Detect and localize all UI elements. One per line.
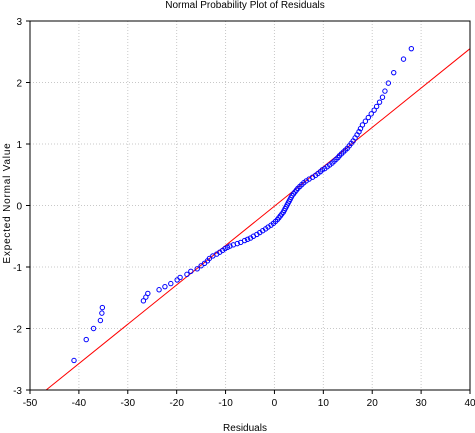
data-point: [184, 271, 190, 278]
data-point: [234, 240, 240, 247]
reference-line: [45, 48, 471, 391]
x-tick-label: 20: [367, 398, 379, 409]
x-tick-label: -10: [218, 398, 233, 409]
data-point: [198, 263, 204, 269]
data-point: [97, 317, 104, 324]
x-tick-label: 40: [464, 398, 475, 409]
data-point: [365, 114, 372, 121]
data-point: [140, 298, 147, 304]
data-point: [368, 111, 374, 117]
data-point: [188, 268, 194, 275]
data-point: [371, 107, 377, 113]
data-points: [71, 45, 415, 364]
x-tick-label: -50: [23, 398, 38, 409]
data-point: [382, 88, 388, 94]
y-axis-ticks: -3 -2 -1 0 1 2 3: [13, 17, 30, 397]
y-tick-label: 0: [16, 202, 22, 213]
data-point: [227, 243, 233, 249]
data-point: [373, 103, 380, 110]
x-tick-label: -40: [72, 398, 87, 409]
y-tick-label: 2: [16, 79, 22, 90]
y-tick-label: -1: [13, 263, 22, 274]
data-point: [83, 336, 89, 343]
x-tick-label: -30: [121, 398, 136, 409]
x-tick-label: -20: [169, 398, 184, 409]
y-axis-label: Expected Normal Value: [2, 142, 13, 263]
chart-title: Normal Probability Plot of Residuals: [165, 0, 325, 11]
x-tick-label: 30: [416, 398, 428, 409]
data-point: [379, 94, 386, 100]
data-point: [156, 287, 162, 293]
data-point: [359, 122, 366, 128]
x-axis-label: Residuals: [223, 423, 267, 433]
x-tick-label: 10: [318, 398, 330, 409]
y-tick-label: 3: [16, 17, 22, 28]
y-tick-label: 1: [16, 140, 22, 151]
data-point: [99, 304, 106, 311]
data-point: [400, 56, 407, 62]
x-axis-ticks: -50 -40 -30 -20 -10 0 10 20 30 40: [23, 390, 475, 409]
data-point: [376, 99, 383, 105]
data-point: [206, 255, 213, 262]
data-point: [244, 236, 251, 243]
data-point: [145, 290, 151, 297]
data-point: [194, 266, 200, 272]
data-point: [356, 129, 362, 135]
data-point: [177, 274, 183, 281]
data-point: [391, 69, 397, 76]
data-point: [99, 310, 105, 316]
data-point: [241, 237, 248, 244]
data-point: [408, 45, 415, 52]
data-point: [168, 280, 174, 287]
data-point: [90, 325, 97, 332]
data-point: [162, 283, 168, 290]
y-tick-label: -2: [13, 325, 22, 336]
x-tick-label: 0: [272, 398, 278, 409]
data-point: [385, 80, 392, 86]
y-tick-label: -3: [13, 386, 22, 397]
data-point: [362, 118, 369, 124]
grid-lines: [30, 21, 470, 390]
data-point: [71, 357, 77, 364]
